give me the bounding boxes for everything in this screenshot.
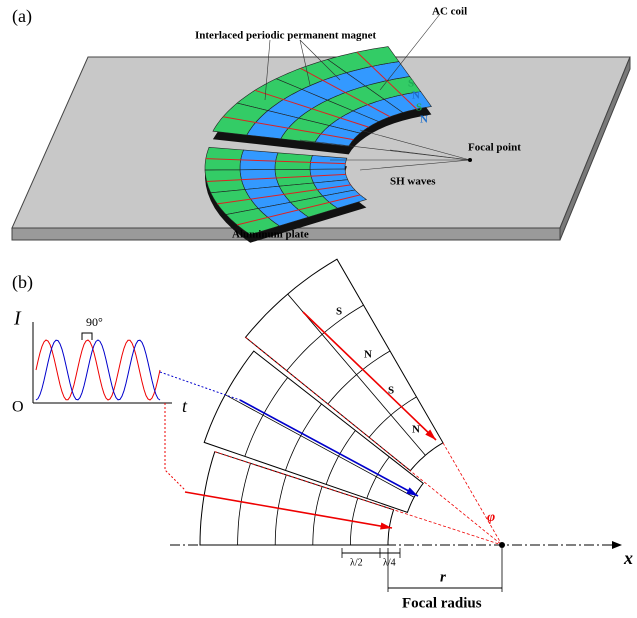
figure: (a) AC coil Interlaced periodic permanen… [0, 0, 637, 618]
panel-label: (a) [12, 6, 32, 27]
pole-label: S [336, 306, 342, 318]
plate-label: Aluminum plate [232, 229, 309, 241]
focal-point [468, 158, 472, 162]
arrow-head [612, 541, 622, 549]
link [160, 372, 240, 400]
pole-label: S [388, 385, 394, 397]
pole-label: N [364, 349, 372, 361]
dimension-label: λ/2 [350, 557, 363, 568]
radius-label: r [440, 569, 446, 585]
axis-label: x [623, 548, 633, 568]
focal-point-label: Focal point [468, 142, 521, 154]
pole-label: N [412, 90, 420, 102]
dimension-label: λ/4 [383, 557, 396, 568]
axis-label: I [13, 308, 22, 330]
pole-label: S [408, 78, 414, 90]
focal-point [499, 542, 505, 548]
pole-label: S [416, 102, 422, 114]
axis-label: t [182, 396, 188, 416]
magnet-label: Interlaced periodic permanent magnet [195, 30, 376, 42]
panel-label: (b) [12, 272, 33, 293]
pole-label: N [412, 424, 420, 436]
pole-label: N [420, 114, 428, 126]
ac-coil-label: AC coil [432, 6, 467, 18]
phase-label: 90° [86, 315, 103, 329]
focal-radius-label: Focal radius [402, 595, 482, 611]
phase-marker [82, 333, 92, 340]
focus-guide [443, 443, 502, 545]
origin-label: O [12, 399, 24, 416]
sh-waves-label: SH waves [390, 176, 436, 188]
angle-label: φ [487, 510, 495, 525]
current-wave [36, 340, 160, 400]
